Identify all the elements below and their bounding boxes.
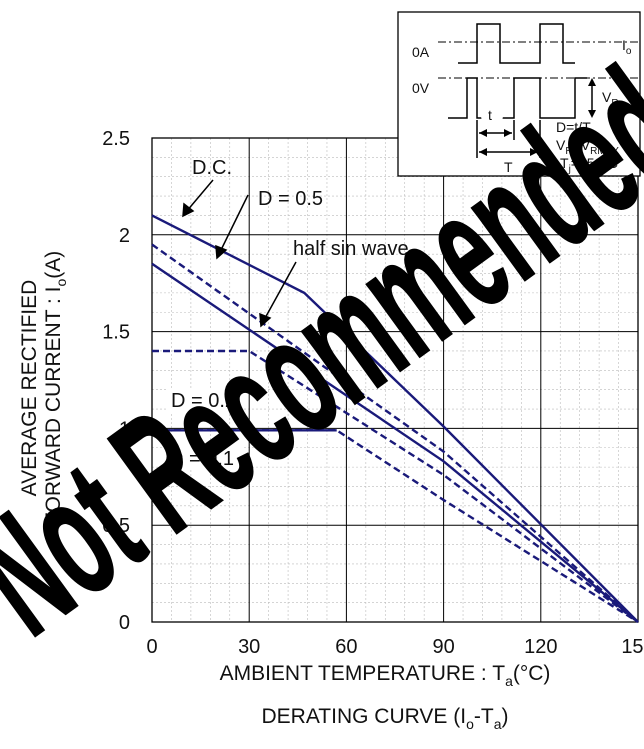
y-axis-label-line1: AVERAGE RECTIFIED (18, 280, 41, 497)
series-line-d-0-5 (151, 243, 639, 623)
label-d01-bg (166, 446, 242, 470)
label-d05: D = 0.5 (258, 188, 323, 210)
label-dc: D.C. (192, 157, 232, 179)
arrow-half (263, 261, 297, 321)
y-tick-label: 2.5 (102, 128, 130, 150)
arrow-dc (185, 179, 214, 213)
x-tick-label: 120 (524, 636, 557, 658)
inset-label-VRMAX: VR=VRMAX (556, 137, 619, 157)
y-tick-label: 2 (119, 225, 130, 247)
svg-text:Not Recommended: Not Recommended (0, 34, 644, 670)
x-tick-label: 60 (335, 636, 357, 658)
label-d02: D = 0.2 (171, 390, 236, 412)
series-line-d-c (151, 214, 639, 623)
arrowhead-half (259, 312, 272, 328)
label-d02-bg (168, 388, 244, 412)
x-tick-labels: 0 30 60 90 120 150 (146, 636, 644, 658)
arrowhead-dc (182, 202, 195, 218)
inset-label-t: t (488, 107, 492, 123)
inset-label-D: D=t/T (556, 119, 591, 135)
inset-voltage-wave (448, 77, 587, 119)
plot-frame (151, 137, 639, 623)
y-tick-label: 0.5 (102, 515, 130, 537)
arrow-d05 (219, 194, 249, 253)
series-layer (151, 214, 639, 624)
inset-t-bubble (481, 101, 503, 129)
x-tick-label: 150 (621, 636, 644, 658)
inset-label-Tj: Tj=150°C (560, 155, 618, 175)
inset-waveform: 0A 0V Io VR t T D=t/T VR=VRMAX Tj=150°C (397, 11, 641, 177)
inset-label-T: T (504, 159, 513, 175)
arrowhead-d05 (215, 244, 228, 260)
label-half-sin-wave: half sin wave (293, 238, 409, 260)
x-tick-label: 0 (146, 636, 157, 658)
label-d01: D = 0.1 (169, 448, 234, 470)
y-axis-label: AVERAGE RECTIFIED FORWARD CURRENT : Io(A… (18, 251, 69, 526)
inset-current-wave (458, 23, 575, 64)
y-tick-labels: 0 0.5 1 1.5 2 2.5 (102, 128, 130, 634)
y-axis-label-line2: FORWARD CURRENT : Io(A) (42, 251, 69, 526)
series-line-d-0-2 (152, 349, 639, 623)
x-axis-label: AMBIENT TEMPERATURE : Ta(°C) (220, 662, 551, 689)
inset-label-0A: 0A (412, 44, 430, 60)
y-tick-label: 1 (119, 418, 130, 440)
inset-label-Io: Io (622, 37, 632, 57)
inset-frame (397, 11, 641, 177)
watermark: Not Recommended (0, 33, 644, 671)
inset-arrowheads (479, 78, 596, 156)
x-tick-label: 90 (432, 636, 454, 658)
inset-waveforms (438, 23, 640, 158)
series-line-half-sin-wave (151, 262, 639, 623)
inset-label-0V: 0V (412, 80, 430, 96)
chart-caption: DERATING CURVE (Io-Ta) (262, 705, 509, 732)
x-tick-label: 30 (238, 636, 260, 658)
annotation-arrows (182, 179, 297, 328)
inset-label-VR: VR (602, 89, 619, 109)
y-tick-label: 1.5 (102, 322, 130, 344)
y-tick-label: 0 (119, 612, 130, 634)
